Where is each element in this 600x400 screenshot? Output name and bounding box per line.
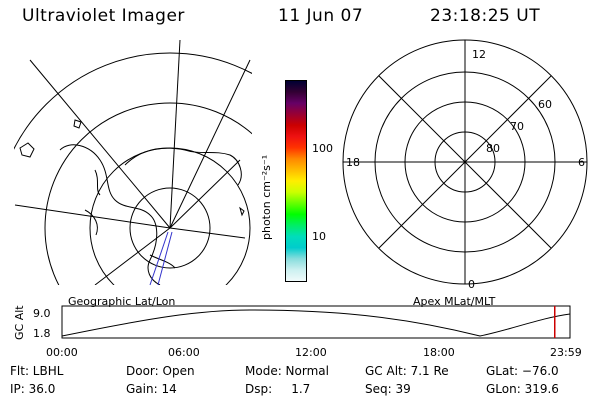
status-dsp: Dsp: 1.7 — [245, 382, 311, 396]
time-label: 23:18:25 UT — [430, 6, 541, 26]
mlt-18-label: 18 — [346, 156, 360, 169]
colorbar — [285, 80, 307, 282]
date-label: 11 Jun 07 — [278, 6, 364, 26]
timeline-y-high: 9.0 — [33, 307, 51, 320]
colorbar-tick-10: 10 — [312, 230, 326, 243]
colorbar-gradient — [286, 81, 306, 281]
status-ip: IP: 36.0 — [10, 382, 56, 396]
app-title: Ultraviolet Imager — [22, 6, 185, 26]
status-door: Door: Open — [126, 364, 195, 378]
timeline-y-low: 1.8 — [33, 327, 51, 340]
mlt-0-label: 0 — [468, 278, 475, 291]
status-seq: Seq: 39 — [365, 382, 411, 396]
timeline-tick-0600: 06:00 — [168, 346, 200, 359]
mlt-12-label: 12 — [472, 48, 486, 61]
lat-70-label: 70 — [510, 120, 524, 133]
lat-80-label: 80 — [486, 142, 500, 155]
status-mode: Mode: Normal — [245, 364, 329, 378]
status-gc-alt: GC Alt: 7.1 Re — [365, 364, 449, 378]
status-glat: GLat: −76.0 — [486, 364, 559, 378]
status-glon: GLon: 319.6 — [486, 382, 559, 396]
polar-label: Apex MLat/MLT — [413, 295, 496, 308]
mlt-6-label: 6 — [578, 156, 585, 169]
ground-track — [149, 231, 173, 286]
status-flt: Flt: LBHL — [10, 364, 64, 378]
colorbar-tick-100: 100 — [312, 142, 333, 155]
timeline-tick-2359: 23:59 — [550, 346, 582, 359]
lat-60-label: 60 — [538, 98, 552, 111]
timeline-tick-1800: 18:00 — [423, 346, 455, 359]
timeline-tick-1200: 12:00 — [295, 346, 327, 359]
status-gain: Gain: 14 — [126, 382, 177, 396]
timeline-tick-0000: 00:00 — [46, 346, 78, 359]
geographic-label: Geographic Lat/Lon — [68, 295, 176, 308]
